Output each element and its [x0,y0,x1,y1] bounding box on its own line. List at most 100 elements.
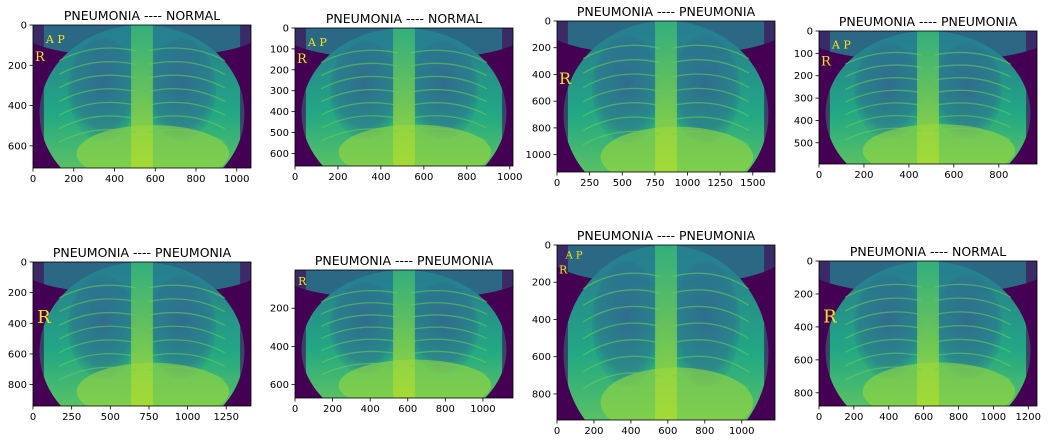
rib-right [934,127,1012,141]
x-tick-label: 400 [371,172,390,183]
panel-title: PNEUMONIA ---- PNEUMONIA [315,253,494,268]
edge-left [557,21,568,172]
rib-left [58,325,136,340]
y-tick-label: 0 [545,241,551,252]
xray-image [295,28,513,166]
y-tick-label: 400 [532,315,551,326]
xray-marker-text: R [298,275,307,288]
rib-right [148,366,226,381]
rib-right [672,44,750,60]
panel-title: PNEUMONIA ---- PNEUMONIA [577,228,756,243]
xray-image [557,21,775,172]
rib-left [58,311,136,326]
rib-left [58,352,136,367]
y-tick-label: 100 [794,49,813,60]
rib-right [148,74,226,89]
rib-right [934,297,1012,312]
rib-right [934,311,1012,326]
y-tick-label: 200 [270,304,289,315]
x-tick-label: 0 [554,426,560,437]
y-tick-label: 800 [8,380,27,391]
axes-frame [294,27,514,167]
edge-right [240,25,251,168]
y-tick-label: 200 [532,278,551,289]
rib-right [410,350,488,364]
rib-right [410,302,488,315]
ribs [844,51,1012,141]
edge-left [295,270,306,398]
y-tick-label: 800 [532,123,551,134]
xray-panel-3: R PNEUMONIA ---- PNEUMONIA 0 250 500 750 1000 1… [526,4,776,189]
rib-left [844,325,922,340]
rib-left [320,302,398,315]
edge-right [764,245,775,420]
x-tick-label: 1000 [224,174,249,185]
x-tick-label: 0 [554,178,560,189]
rib-right [672,305,750,323]
axes-frame [556,244,776,421]
x-tick-label: 1000 [675,178,700,189]
axes-frame [556,20,776,173]
edge-left [33,262,44,406]
rib-left [844,338,922,353]
rib-right [934,325,1012,340]
rib-left [58,284,136,299]
xray-image [819,261,1037,406]
diaphragm-glow [862,362,1016,406]
rib-right [672,116,750,132]
rib-right [672,73,750,89]
xray-panel-7: A P R PNEUMONIA ---- PNEUMONIA 0 200 400 600 80… [532,228,776,437]
rib-right [148,298,226,313]
panel-title: PNEUMONIA ---- NORMAL [326,11,482,26]
rib-right [934,352,1012,367]
y-tick-label: 400 [794,116,813,127]
rib-right [934,102,1012,116]
rib-left [582,372,660,390]
x-tick-label: 750 [139,412,158,423]
rib-left [58,60,136,75]
x-tick-label: 200 [64,174,83,185]
rib-left [582,116,660,132]
xray-marker-text: A P [831,39,851,52]
rib-right [672,322,750,340]
rib-right [148,311,226,326]
rib-right [934,64,1012,78]
rib-right [148,88,226,103]
rib-left [582,322,660,340]
y-tick-label: 400 [8,101,27,112]
xray-marker-text: R [35,50,46,65]
x-tick-label: 500 [613,178,632,189]
rib-right [410,289,488,303]
xray-panel-6: R PNEUMONIA ---- PNEUMONIA 0 200 400 600 800 10… [270,253,514,415]
panel-title: PNEUMONIA ---- NORMAL [850,244,1006,259]
rib-left [320,128,398,142]
x-tick-label: 200 [854,170,873,181]
rib-left [582,130,660,146]
x-tick-label: 600 [398,404,417,415]
x-tick-label: 400 [899,170,918,181]
rib-right [148,115,226,130]
rib-right [672,289,750,306]
diaphragm-glow [862,124,1016,164]
rib-left [844,89,922,103]
y-tick-label: 600 [270,149,289,160]
x-tick-label: 500 [101,412,120,423]
rib-right [410,49,488,64]
xray-panel-8: R PNEUMONIA ---- NORMAL 0 200 400 600 800 1000 1… [794,244,1041,423]
rib-left [320,115,398,129]
xray-marker-text: R [559,69,572,88]
ribs [320,289,488,376]
rib-right [934,366,1012,381]
xray-image [33,262,251,406]
axes-frame [818,260,1038,407]
xray-image [819,31,1037,164]
y-tick-label: 500 [270,128,289,139]
x-tick-label: 250 [62,412,81,423]
xray-panel-4: A P R PNEUMONIA ---- PNEUMONIA 0 200 400 600 80… [794,14,1038,181]
rib-left [320,88,398,103]
edge-right [502,270,513,398]
x-tick-label: 0 [292,172,298,183]
xray-marker-text: R [297,52,308,67]
rib-right [934,77,1012,91]
